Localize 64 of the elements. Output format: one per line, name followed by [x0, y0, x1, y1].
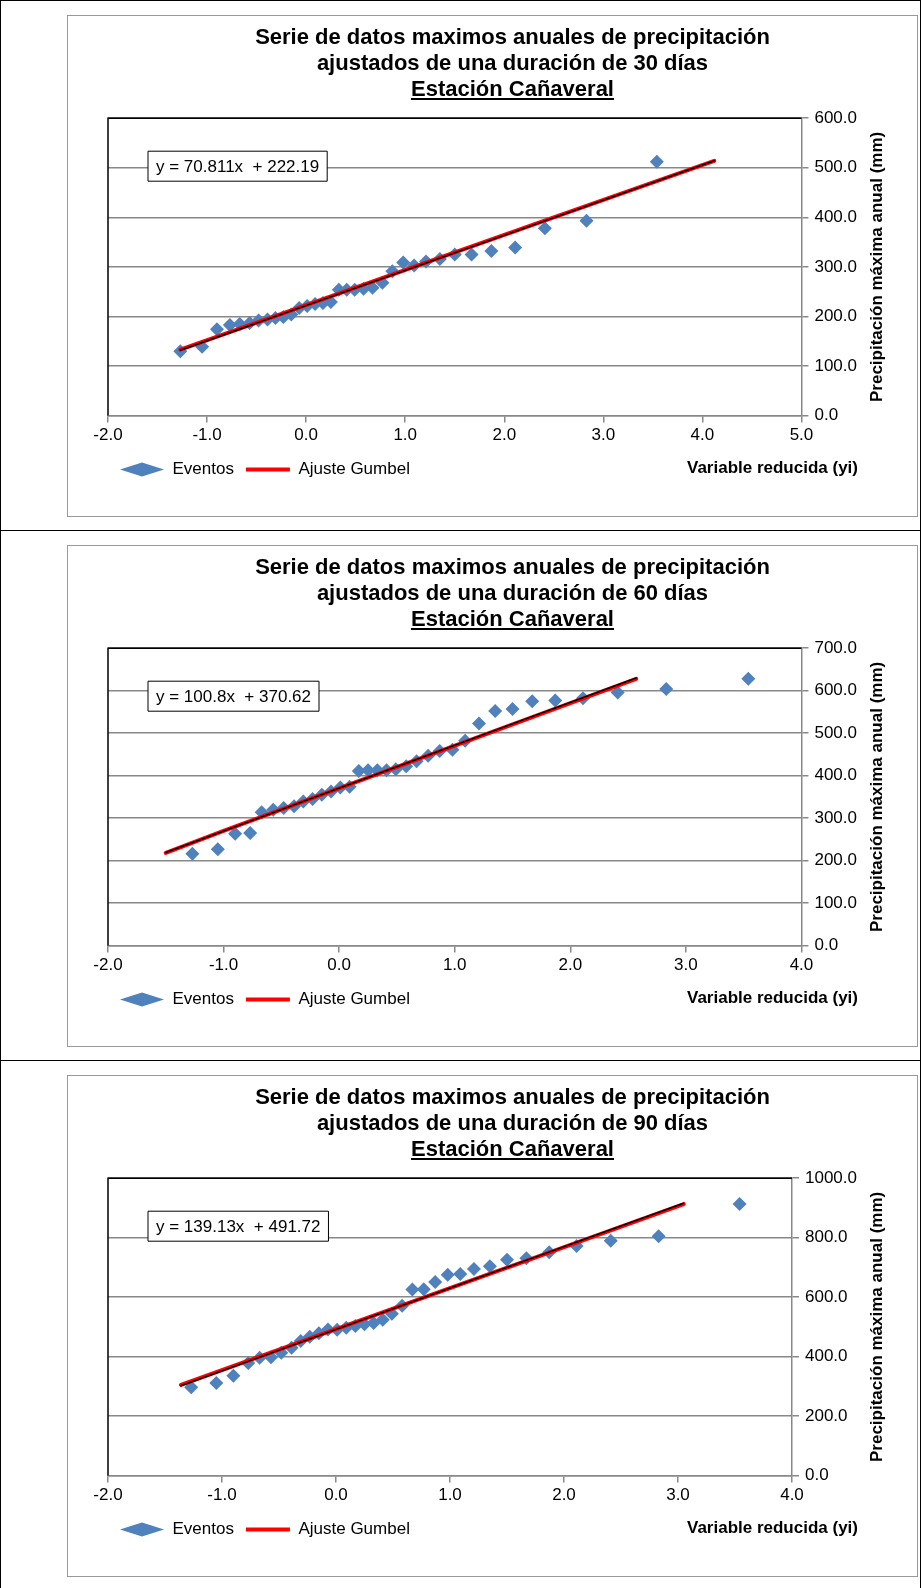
y-tick-label: 0.0 [805, 1465, 829, 1485]
x-tick-label: 3.0 [591, 425, 616, 445]
annotation: y = 139.13x + 491.72 [156, 1216, 321, 1236]
x-tick-label: -2.0 [93, 425, 123, 445]
x-tick-label: 5.0 [789, 425, 814, 445]
chart-title: Serie de datos maximos anuales de precipitación ajustados de una duración de 90 días [254, 1084, 771, 1136]
x-tick-label: -2.0 [93, 1485, 123, 1505]
chart-title: Serie de datos maximos anuales de precipitación ajustados de una duración de 60 días [254, 554, 771, 606]
legend-label: Eventos [172, 989, 234, 1009]
x-tick-label: 4.0 [690, 425, 715, 445]
y-tick-label: 1000.0 [805, 1167, 857, 1187]
x-axis-title: Variable reducida (yi) [686, 458, 858, 478]
x-tick-label: 2.0 [492, 425, 517, 445]
y-tick-label: 400.0 [814, 765, 858, 785]
x-tick-label: 1.0 [442, 955, 467, 975]
y-axis-title: Precipitación máxima anual (mm) [866, 131, 886, 402]
y-tick-label: 300.0 [814, 807, 858, 827]
x-tick-label: 3.0 [666, 1485, 690, 1505]
x-tick-label: -1.0 [192, 425, 222, 445]
x-tick-label: 0.0 [324, 1485, 348, 1505]
y-tick-label: 100.0 [814, 355, 858, 375]
x-tick-label: 4.0 [789, 955, 814, 975]
y-tick-label: 700.0 [814, 637, 858, 657]
chart-subtitle: Estación Cañaveral [411, 1136, 614, 1161]
y-tick-label: 200.0 [814, 306, 858, 326]
y-tick-label: 300.0 [814, 256, 858, 276]
y-tick-label: 600.0 [805, 1286, 848, 1306]
y-axis-title: Precipitación máxima anual (mm) [866, 1191, 886, 1462]
x-tick-label: 1.0 [438, 1485, 462, 1505]
chart-title: Serie de datos maximos anuales de precipitación ajustados de una duración de 30 días [254, 24, 771, 76]
legend-label: Eventos [172, 459, 234, 479]
legend-label: Ajuste Gumbel [298, 459, 410, 479]
x-tick-label: -1.0 [207, 1485, 237, 1505]
y-tick-label: 400.0 [814, 207, 858, 227]
x-tick-label: 1.0 [393, 425, 418, 445]
x-axis-title: Variable reducida (yi) [686, 1518, 858, 1538]
y-tick-label: 0.0 [814, 935, 839, 955]
legend-label: Eventos [172, 1519, 234, 1539]
x-tick-label: 2.0 [552, 1485, 576, 1505]
x-tick-label: 3.0 [674, 955, 698, 975]
x-tick-label: -2.0 [93, 955, 123, 975]
x-tick-label: -1.0 [208, 955, 239, 975]
annotation: y = 100.8x + 370.62 [156, 686, 312, 706]
y-tick-label: 800.0 [805, 1227, 848, 1247]
x-tick-label: 0.0 [294, 425, 318, 445]
annotation: y = 70.811x + 222.19 [156, 156, 320, 176]
y-tick-label: 200.0 [814, 850, 858, 870]
chart-subtitle: Estación Cañaveral [411, 606, 614, 631]
y-tick-label: 400.0 [805, 1346, 848, 1366]
y-tick-label: 600.0 [814, 680, 858, 700]
y-axis-title: Precipitación máxima anual (mm) [866, 661, 886, 932]
y-tick-label: 500.0 [814, 722, 858, 742]
x-tick-label: 0.0 [327, 955, 351, 975]
y-tick-label: 500.0 [814, 157, 858, 177]
y-tick-label: 200.0 [805, 1405, 848, 1425]
x-axis-title: Variable reducida (yi) [686, 988, 858, 1008]
y-tick-label: 0.0 [814, 405, 839, 425]
y-tick-label: 100.0 [814, 892, 858, 912]
legend-label: Ajuste Gumbel [298, 989, 410, 1009]
y-tick-label: 600.0 [814, 107, 858, 127]
x-tick-label: 2.0 [558, 955, 583, 975]
x-tick-label: 4.0 [780, 1485, 804, 1505]
chart-subtitle: Estación Cañaveral [411, 76, 614, 101]
legend-label: Ajuste Gumbel [298, 1519, 410, 1539]
